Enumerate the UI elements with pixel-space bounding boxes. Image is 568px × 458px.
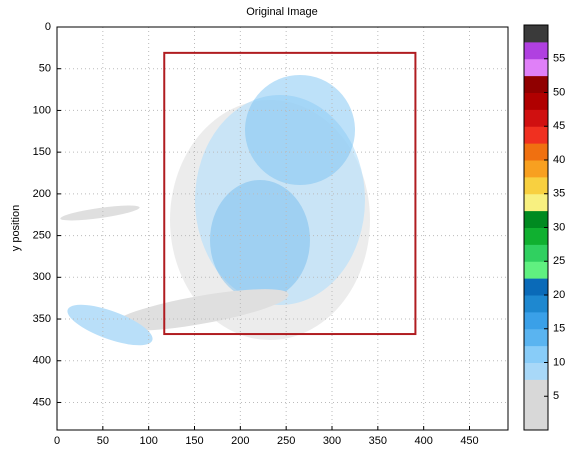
x-tick-label: 350: [369, 435, 387, 447]
colorbar-band: [524, 261, 548, 279]
x-tick-label: 150: [185, 435, 203, 447]
colorbar-band: [524, 328, 548, 347]
colorbar-band: [524, 413, 548, 431]
colorbar-tick-label: 55: [553, 53, 565, 65]
colorbar-tick-label: 30: [553, 221, 565, 233]
colorbar-tick-label: 50: [553, 86, 565, 98]
colorbar-tick-label: 5: [553, 390, 559, 402]
y-axis-label: y position: [10, 205, 22, 251]
y-tick-label: 300: [33, 271, 51, 283]
echo-core: [245, 75, 355, 185]
y-tick-label: 0: [45, 21, 51, 33]
y-tick-label: 50: [39, 63, 51, 75]
colorbar-band: [524, 362, 548, 380]
colorbar-band: [524, 244, 548, 262]
x-tick-label: 100: [139, 435, 157, 447]
y-tick-label: 200: [33, 188, 51, 200]
x-tick-label: 50: [97, 435, 109, 447]
chart-title: Original Image: [246, 6, 318, 18]
echo-band: [111, 289, 289, 331]
echo-light: [195, 95, 365, 305]
colorbar-band: [524, 227, 548, 245]
colorbar-band: [524, 58, 548, 77]
x-tick-label: 250: [277, 435, 295, 447]
colorbar-band: [524, 143, 548, 161]
echo-band: [67, 304, 153, 346]
colorbar-band: [524, 345, 548, 363]
colorbar-band: [524, 92, 548, 110]
colorbar-band: [524, 396, 548, 414]
colorbar-band: [524, 193, 548, 212]
y-tick-label: 450: [33, 396, 51, 408]
colorbar-tick-label: 25: [553, 255, 565, 267]
colorbar-band: [524, 176, 548, 195]
x-tick-label: 300: [323, 435, 341, 447]
colorbar-tick-label: 10: [553, 356, 565, 368]
colorbar-band: [524, 25, 548, 43]
colorbar-band: [524, 311, 548, 330]
colorbar-band: [524, 278, 548, 296]
colorbar-tick-label: 35: [553, 188, 565, 200]
radar-echo: [60, 75, 370, 346]
y-tick-label: 400: [33, 355, 51, 367]
colorbar-tick-label: 45: [553, 120, 565, 132]
y-tick-label: 350: [33, 313, 51, 325]
x-tick-label: 0: [54, 435, 60, 447]
echo-band: [60, 205, 140, 221]
y-tick-label: 250: [33, 229, 51, 241]
x-tick-label: 400: [414, 435, 432, 447]
colorbar-tick-label: 40: [553, 154, 565, 166]
colorbar-band: [524, 126, 548, 144]
colorbar-tick-label: 15: [553, 323, 565, 335]
colorbar-band: [524, 379, 548, 397]
colorbar-band: [524, 75, 548, 93]
x-tick-label: 450: [460, 435, 478, 447]
colorbar-band: [524, 160, 548, 178]
region-box: [163, 51, 417, 336]
colorbar-band: [524, 295, 548, 313]
colorbar-tick-label: 20: [553, 289, 565, 301]
x-tick-label: 200: [231, 435, 249, 447]
y-tick-label: 150: [33, 146, 51, 158]
colorbar-band: [524, 109, 548, 127]
colorbar-band: [524, 41, 548, 60]
y-tick-label: 100: [33, 104, 51, 116]
echo-core: [210, 180, 310, 300]
colorbar-band: [524, 210, 548, 228]
axes-frame: [56, 26, 509, 431]
